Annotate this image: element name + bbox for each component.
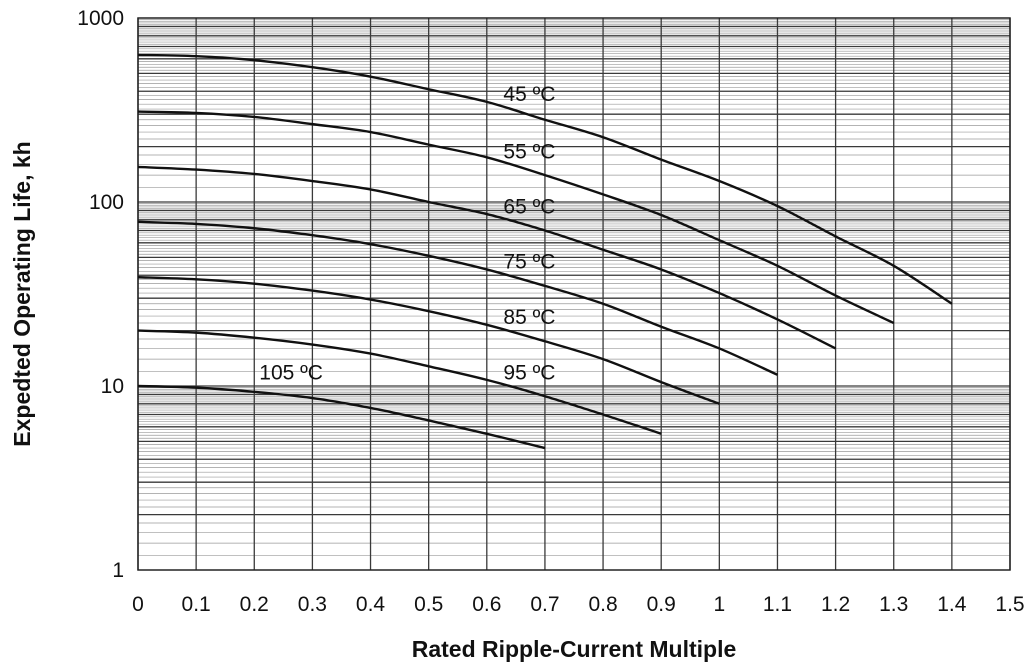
x-tick-label: 1.2 <box>821 593 850 616</box>
y-tick-label: 1000 <box>77 7 124 30</box>
grid <box>137 18 1011 570</box>
series-line-2 <box>137 165 837 350</box>
curves <box>137 53 953 450</box>
curve-label: 85 ºC <box>503 306 555 329</box>
series-line-6 <box>137 384 546 450</box>
y-tick-labels: 1 10 100 1000 <box>77 7 124 582</box>
x-tick-label: 1.3 <box>879 593 908 616</box>
curve-label: 95 ºC <box>503 361 555 384</box>
y-axis-title: Expedted Operating Life, kh <box>9 141 35 446</box>
curve-label: 65 ºC <box>503 195 555 218</box>
x-axis-title: Rated Ripple-Current Multiple <box>412 636 737 662</box>
x-tick-labels: 0 0.1 0.2 0.3 0.4 0.5 0.6 0.7 0.8 0.9 1 1.1 1.2 1.3 1.… <box>132 593 1024 616</box>
series-line-5 <box>137 329 662 435</box>
y-tick-label: 100 <box>89 191 124 214</box>
x-tick-label: 0.2 <box>240 593 269 616</box>
curve-label: 75 ºC <box>503 251 555 274</box>
x-tick-label: 1 <box>713 593 725 616</box>
y-tick-label: 1 <box>112 559 124 582</box>
y-tick-label: 10 <box>101 375 124 398</box>
curve-label: 105 ºC <box>259 361 323 384</box>
series-line-0 <box>137 53 953 305</box>
series-line-1 <box>137 110 895 325</box>
x-tick-label: 0.9 <box>647 593 676 616</box>
x-tick-label: 1.5 <box>995 593 1024 616</box>
x-tick-label: 1.4 <box>937 593 967 616</box>
plot-frame <box>137 17 1011 571</box>
x-tick-label: 0.6 <box>472 593 501 616</box>
series-line-3 <box>137 220 778 376</box>
x-tick-label: 0.8 <box>588 593 617 616</box>
curve-labels: 45 ºC 55 ºC 65 ºC 75 ºC 85 ºC 95 ºC 105 ºC <box>259 83 555 384</box>
curve-label: 45 ºC <box>503 83 555 106</box>
series-line-4 <box>137 276 720 405</box>
x-tick-label: 0.3 <box>298 593 327 616</box>
x-tick-label: 0 <box>132 593 144 616</box>
x-tick-label: 0.4 <box>356 593 386 616</box>
x-tick-label: 0.7 <box>530 593 559 616</box>
curve-label: 55 ºC <box>503 141 555 164</box>
x-tick-label: 0.5 <box>414 593 443 616</box>
x-tick-label: 0.1 <box>182 593 211 616</box>
x-tick-label: 1.1 <box>763 593 792 616</box>
